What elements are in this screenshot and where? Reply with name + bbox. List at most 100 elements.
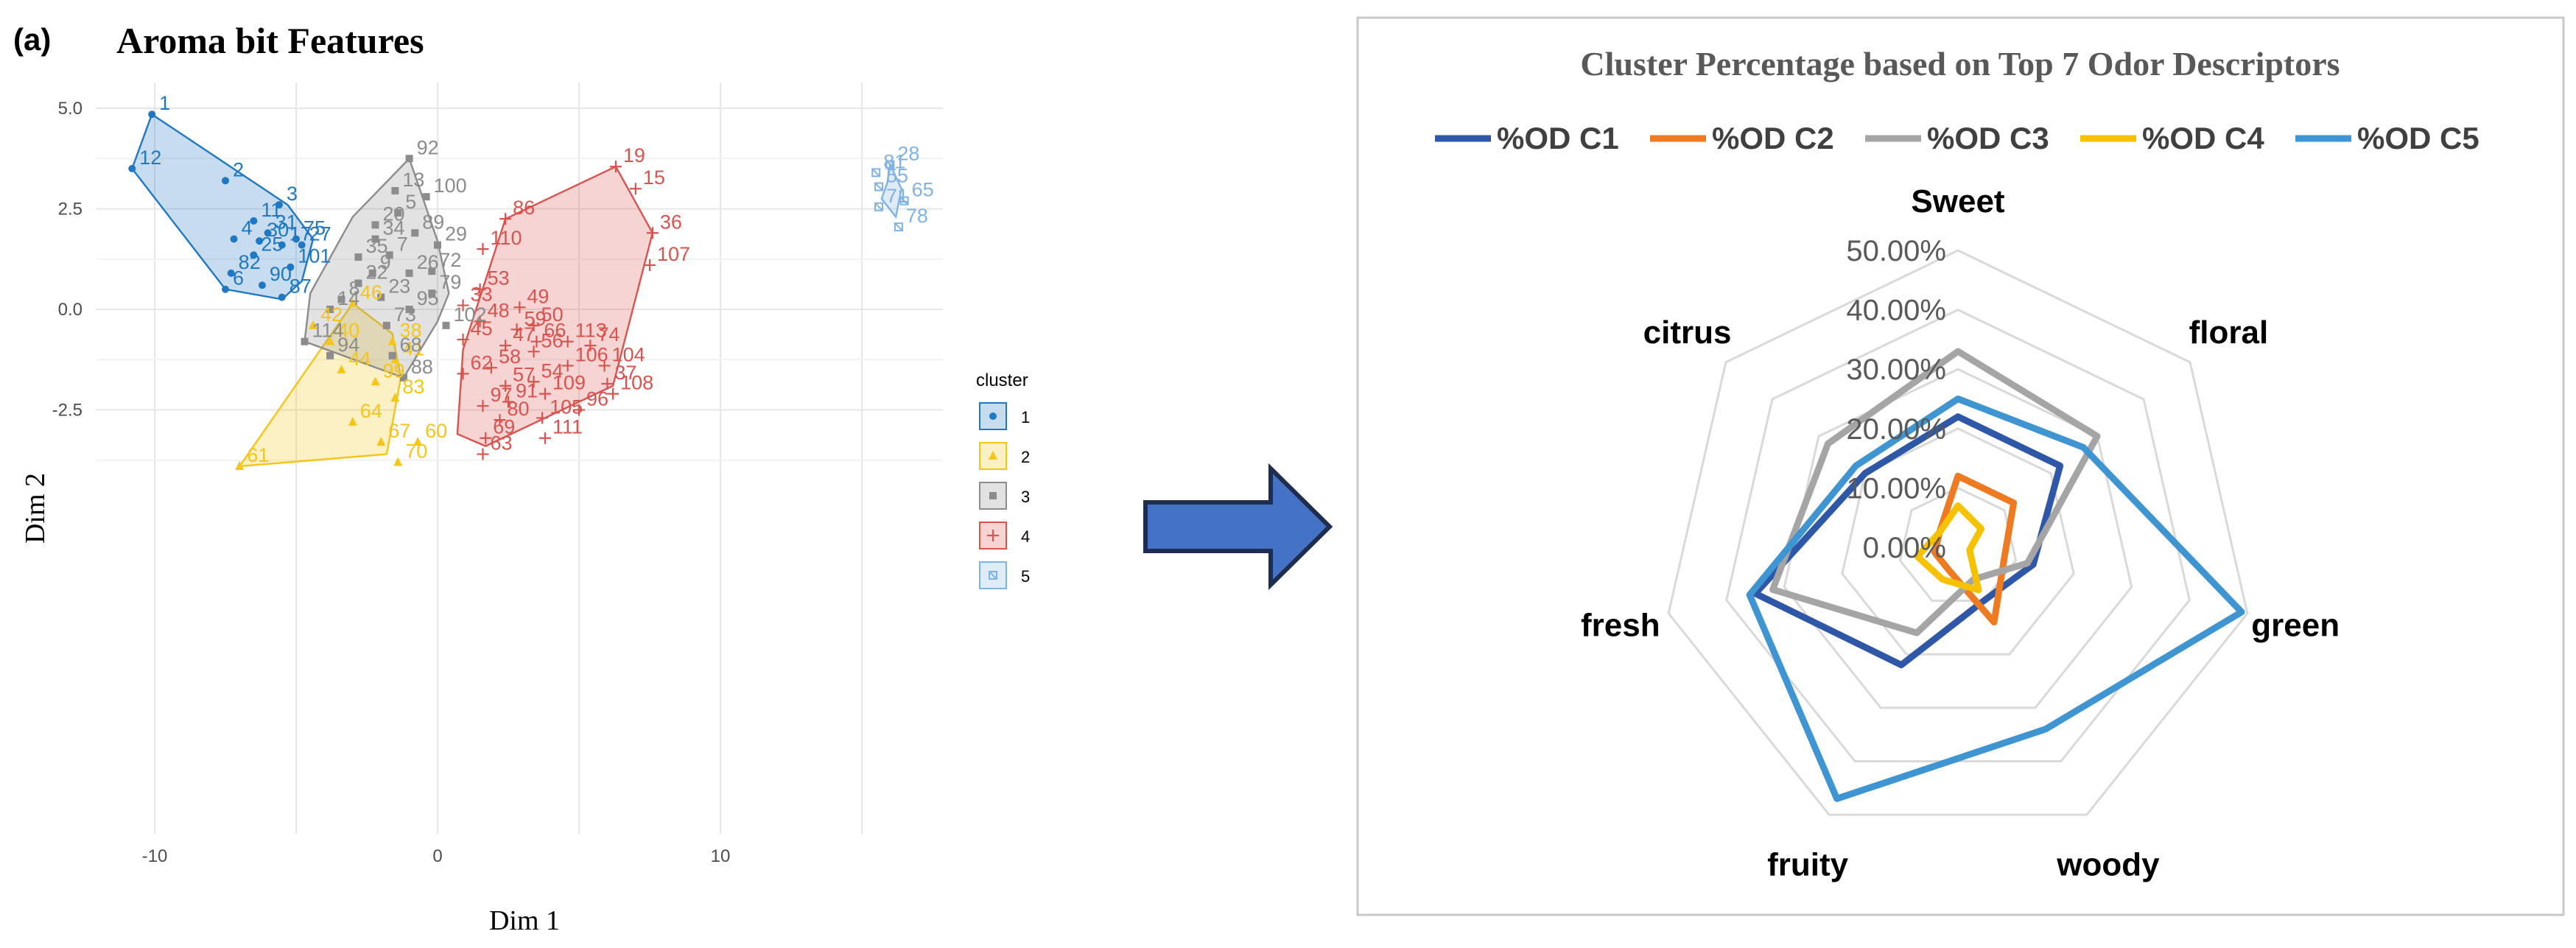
scatter-point xyxy=(987,530,999,541)
legend-label: 4 xyxy=(1021,527,1030,546)
scatter-point xyxy=(536,412,549,424)
point-label: 27 xyxy=(309,223,331,245)
scatter-point xyxy=(348,298,357,307)
radar-series-line xyxy=(1914,502,1985,594)
point-label: 72 xyxy=(439,249,461,271)
legend-label: 3 xyxy=(1021,488,1030,506)
scatter-point xyxy=(292,235,300,243)
point-label: 6 xyxy=(233,267,244,289)
point-label: 11 xyxy=(261,199,281,221)
legend-label: 2 xyxy=(1021,448,1030,466)
scatter-point xyxy=(411,229,419,237)
point-label: 108 xyxy=(620,372,653,394)
point-label: 69 xyxy=(493,416,515,438)
point-label: 22 xyxy=(365,261,387,284)
scatter-point xyxy=(428,289,436,298)
point-label: 35 xyxy=(365,235,387,257)
radar-legend-label: %OD C4 xyxy=(2142,121,2264,155)
scatter-point xyxy=(871,168,881,178)
scatter-point xyxy=(885,160,895,169)
scatter-point xyxy=(399,373,407,382)
point-label: 71 xyxy=(886,185,908,207)
point-label: 114 xyxy=(312,320,344,342)
cluster-hull xyxy=(456,165,654,447)
point-label: 50 xyxy=(541,303,564,326)
scatter-point xyxy=(354,279,362,287)
point-label: 29 xyxy=(445,223,467,245)
scatter-point xyxy=(387,336,397,345)
scatter-point xyxy=(598,359,611,372)
point-label: 34 xyxy=(383,217,405,239)
scatter-point xyxy=(326,336,335,345)
scatter-point xyxy=(385,251,393,259)
radar-grid-ring xyxy=(1898,486,2018,603)
radar-legend: %OD C1 %OD C2 %OD C3 %OD C4 %OD C5 xyxy=(1435,121,2480,155)
scatter-point xyxy=(264,229,272,237)
cluster-hull xyxy=(880,161,903,220)
legend-label: 1 xyxy=(1021,408,1030,426)
point-label: 90 xyxy=(270,263,292,285)
scatter-point xyxy=(874,182,884,192)
point-label: 92 xyxy=(417,136,439,158)
scatter-point xyxy=(527,319,540,331)
scatter-point xyxy=(227,269,235,277)
point-label: 13 xyxy=(402,169,424,191)
point-label: 49 xyxy=(527,285,549,307)
scatter-point xyxy=(309,320,318,329)
scatter-point xyxy=(388,351,396,359)
point-label: 74 xyxy=(597,323,620,345)
scatter-point xyxy=(874,202,884,211)
scatter-point xyxy=(457,299,469,312)
point-label: 42 xyxy=(320,303,343,326)
scatter-point xyxy=(477,400,489,412)
point-label: 3 xyxy=(287,183,298,205)
legend-title: cluster xyxy=(976,371,1028,390)
cluster-legend: cluster 1 2 3 4 5 xyxy=(976,371,1030,589)
point-label: 89 xyxy=(422,211,444,233)
scatter-point xyxy=(561,335,574,348)
y-tick-label: 0.0 xyxy=(58,300,83,320)
point-label: 88 xyxy=(411,356,433,378)
point-label: 12 xyxy=(139,147,161,169)
scatter-point xyxy=(390,393,400,402)
scatter-point xyxy=(148,110,156,119)
point-label: 111 xyxy=(552,416,583,438)
point-label: 38 xyxy=(400,320,422,342)
point-label: 95 xyxy=(417,287,439,309)
scatter-point xyxy=(499,379,512,392)
scatter-point xyxy=(477,243,489,256)
x-tick-label: -10 xyxy=(142,846,168,866)
point-label: 46 xyxy=(360,281,382,303)
scatter-point xyxy=(222,177,229,185)
radar-legend-label: %OD C2 xyxy=(1712,121,1834,155)
scatter-point xyxy=(377,293,385,301)
point-label: 68 xyxy=(400,334,422,356)
x-tick-label: 0 xyxy=(432,846,442,866)
scatter-point xyxy=(561,359,574,372)
point-label: 37 xyxy=(614,362,636,384)
scatter-tick-labels: -10 0 10 5.0 2.5 0.0 -2.5 xyxy=(52,99,731,866)
point-label: 79 xyxy=(439,271,461,293)
point-label: 107 xyxy=(657,243,690,265)
point-label: 14 xyxy=(337,287,359,309)
scatter-point xyxy=(394,208,402,217)
cluster-hulls xyxy=(130,113,903,468)
cluster-hull xyxy=(130,113,315,301)
radar-legend-label: %OD C5 xyxy=(2357,121,2480,155)
scatter-point xyxy=(499,213,512,225)
scatter-point xyxy=(457,368,469,380)
point-label: 75 xyxy=(303,217,326,239)
radar-series-line xyxy=(1752,413,2064,669)
scatter-point xyxy=(894,222,903,232)
radar-tick-label: 20.00% xyxy=(1846,413,1946,446)
scatter-point xyxy=(434,241,441,249)
odor-descriptor-radar-chart: Cluster Percentage based on Top 7 Odor D… xyxy=(1356,16,2565,916)
scatter-point xyxy=(250,251,258,259)
point-label: 23 xyxy=(388,275,410,298)
scatter-point xyxy=(230,235,238,243)
scatter-point xyxy=(530,335,543,348)
point-label: 57 xyxy=(513,364,535,386)
scatter-point xyxy=(527,376,540,388)
scatter-point xyxy=(405,155,413,163)
